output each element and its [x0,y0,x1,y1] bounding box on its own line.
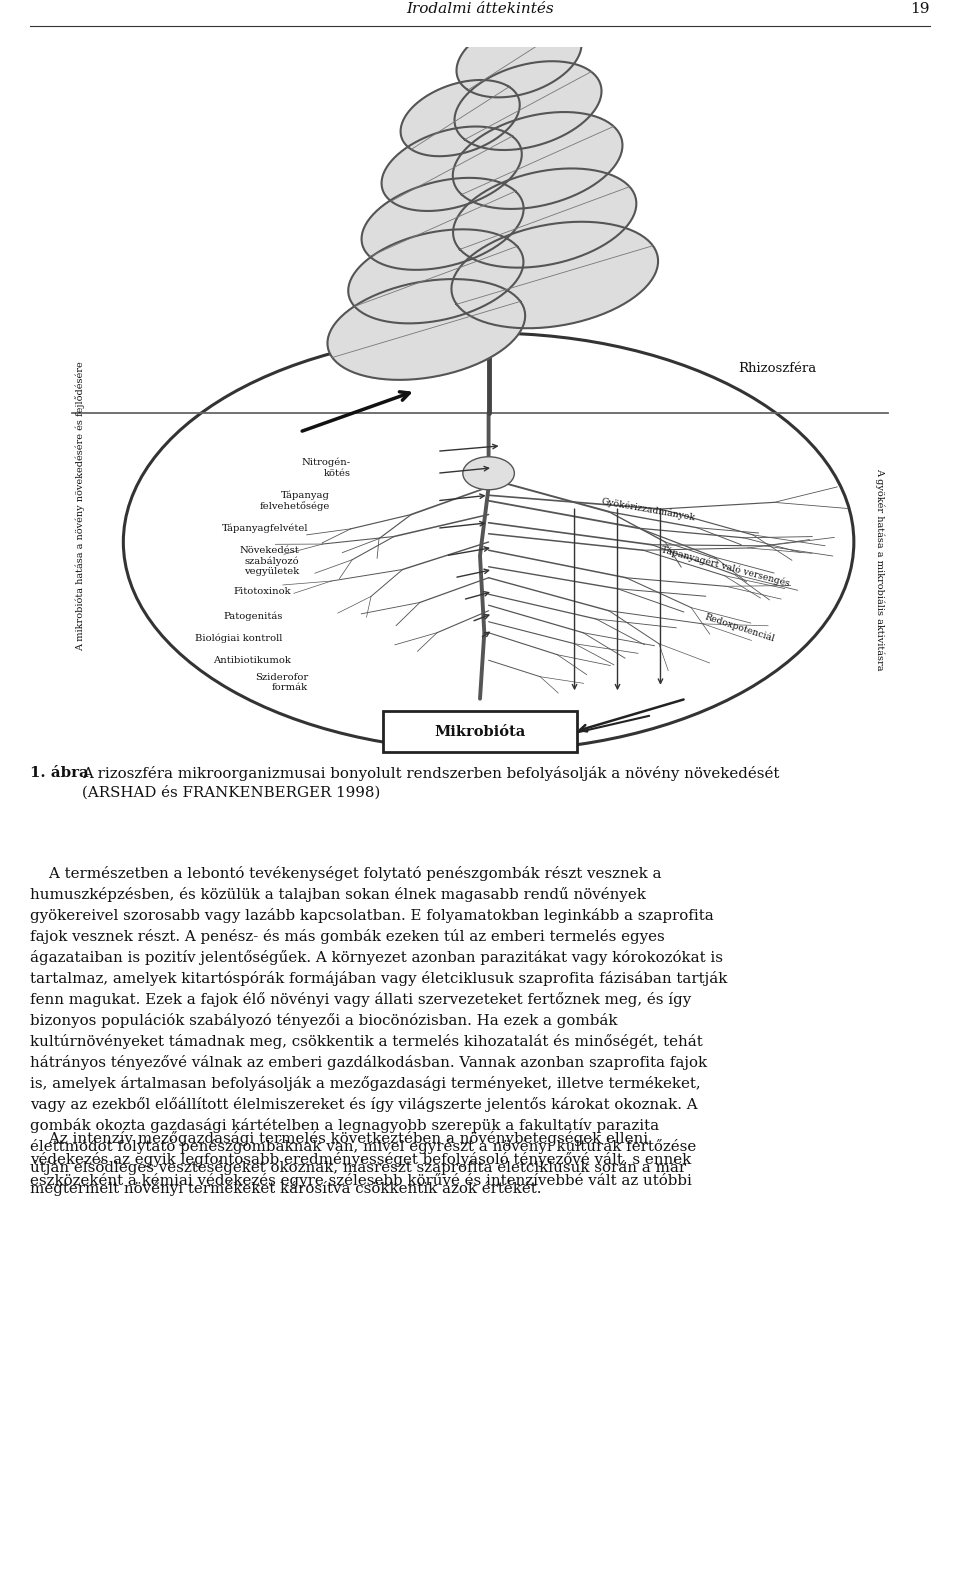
Text: Fitotoxinok: Fitotoxinok [233,588,291,595]
Text: Antibiotikumok: Antibiotikumok [213,655,291,665]
Text: Nitrogén-
kötés: Nitrogén- kötés [302,457,351,478]
Text: A mikrobióta hatása a növény növekedésére és fejlődésére: A mikrobióta hatása a növény növekedésér… [76,361,85,650]
Text: Növekedést
szabályozó
vegyületek: Növekedést szabályozó vegyületek [240,547,300,577]
Polygon shape [454,61,602,149]
Polygon shape [348,229,523,324]
Text: Tápanyagfelvétel: Tápanyagfelvétel [222,523,308,533]
Text: 19: 19 [910,2,930,16]
Ellipse shape [463,457,515,490]
Polygon shape [453,112,622,209]
Text: A természetben a lebontó tevékenységet folytató penészgombák részt vesznek a
hum: A természetben a lebontó tevékenységet f… [30,866,728,1196]
Text: Redoxpotenciál: Redoxpotenciál [704,613,776,644]
Polygon shape [327,280,525,380]
Text: Mikrobióta: Mikrobióta [434,724,526,738]
Text: Tápanyagért való versengés: Tápanyagért való versengés [660,545,791,589]
Polygon shape [457,17,582,97]
Text: A gyökér hatása a mikrobiális aktivitásra: A gyökér hatása a mikrobiális aktivitásr… [875,468,884,671]
Ellipse shape [123,333,853,751]
Polygon shape [453,168,636,267]
Text: Az intenzív mezőgazdasági termelés következtében a növénybetegségek elleni
védek: Az intenzív mezőgazdasági termelés követ… [30,1131,692,1188]
FancyBboxPatch shape [383,712,577,753]
Text: A rizoszféra mikroorganizmusai bonyolult rendszerben befolyásolják a növény növe: A rizoszféra mikroorganizmusai bonyolult… [82,767,780,800]
Text: Irodalmi áttekintés: Irodalmi áttekintés [406,2,554,16]
Text: Tápanyag
felvehetősége: Tápanyag felvehetősége [259,490,329,511]
Polygon shape [451,222,658,328]
Text: Biológiai kontroll: Biológiai kontroll [195,633,282,643]
Polygon shape [400,80,519,156]
Polygon shape [362,178,523,270]
Polygon shape [381,127,522,211]
Text: Rhizoszféra: Rhizoszféra [738,363,816,375]
Text: Gyökérizzadmányok: Gyökérizzadmányok [600,496,696,523]
Text: Patogenitás: Patogenitás [223,611,282,621]
Text: Sziderofor
formák: Sziderofor formák [254,672,308,691]
Text: 1. ábra: 1. ábra [30,767,88,779]
